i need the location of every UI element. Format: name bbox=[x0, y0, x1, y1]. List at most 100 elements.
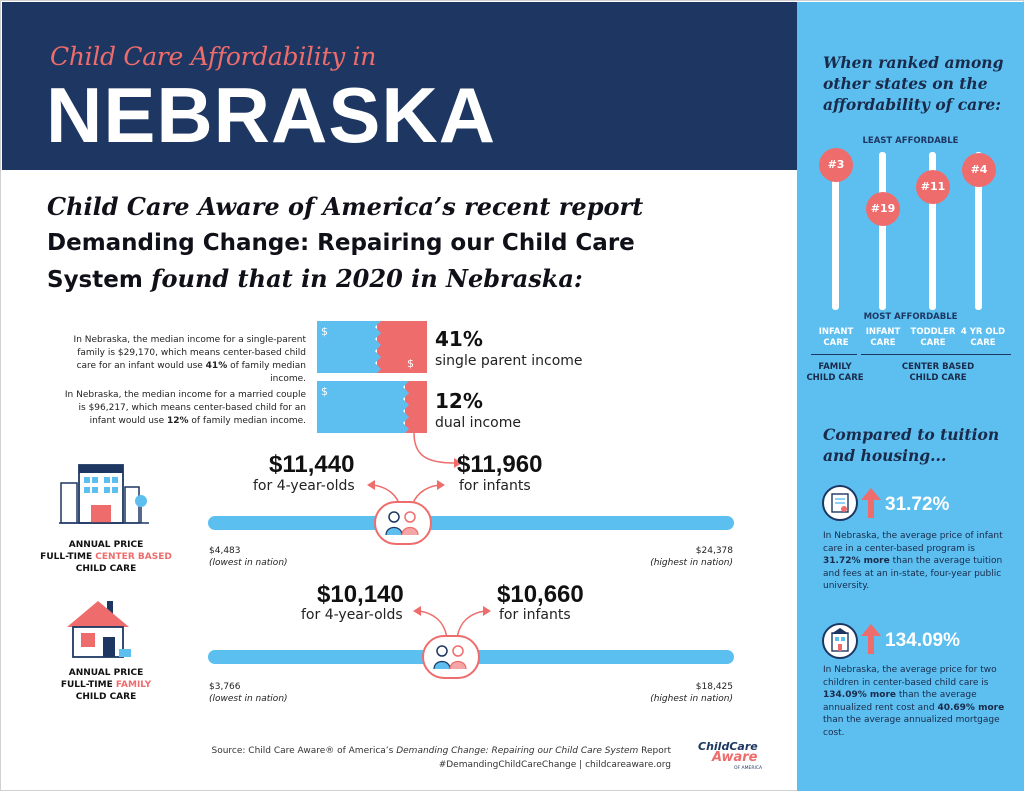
increase-arrow-icon-1 bbox=[861, 488, 881, 518]
single-dollar-sign-1: $ bbox=[321, 325, 328, 338]
source-line1b: Demanding Change: Repairing our Child Ca… bbox=[396, 746, 639, 756]
center-range-high: $24,378 (highest in nation) bbox=[641, 545, 733, 569]
group-label-center: CENTER BASED CHILD CARE bbox=[883, 362, 993, 384]
dual-income-label: dual income bbox=[435, 415, 521, 431]
header-subtitle: Child Care Affordability in bbox=[50, 42, 377, 71]
dual-desc-a: In Nebraska, the median income for a mar… bbox=[64, 390, 306, 426]
col4-line2: CARE bbox=[970, 338, 996, 348]
dual-income-bar: $ bbox=[317, 381, 427, 433]
col-label-1: INFANT CARE bbox=[811, 327, 861, 349]
center-high-note: (highest in nation) bbox=[650, 558, 733, 568]
center-label-4yr: for 4-year-olds bbox=[253, 478, 355, 494]
rank-dot-family-infant: #3 bbox=[819, 148, 853, 182]
intro-line-3b: found that in 2020 in Nebraska: bbox=[142, 264, 583, 293]
header-state-title: NEBRASKA bbox=[46, 71, 497, 159]
group-label-family: FAMILY CHILD CARE bbox=[803, 362, 867, 384]
source-line1a: Source: Child Care Aware® of America’s bbox=[211, 746, 397, 756]
source-hashtag-url: #DemandingChildCareChange | childcareawa… bbox=[438, 760, 671, 770]
intro-line-2: Demanding Change: Repairing our Child Ca… bbox=[47, 230, 635, 256]
family-price-4yr: $10,140 bbox=[317, 581, 404, 608]
col2-line2: CARE bbox=[870, 338, 896, 348]
most-affordable-label: MOST AFFORDABLE bbox=[863, 312, 958, 322]
family-high-note: (highest in nation) bbox=[650, 694, 733, 704]
family-family-icon bbox=[422, 635, 480, 679]
sidebar-rank-title: When ranked among other states on the af… bbox=[823, 53, 1004, 114]
sidebar-panel: When ranked among other states on the af… bbox=[797, 2, 1024, 791]
group-family-line2: CHILD CARE bbox=[806, 373, 864, 383]
logo-line1: ChildCare bbox=[698, 740, 758, 753]
group-family-line1: FAMILY bbox=[818, 362, 852, 372]
rank-dot-center-infant: #19 bbox=[866, 192, 900, 226]
dual-desc-pct: 12% bbox=[166, 416, 189, 426]
col1-line1: INFANT bbox=[818, 327, 854, 337]
stat2-text-b: 134.09% more bbox=[823, 690, 896, 700]
family-cat-line3: CHILD CARE bbox=[75, 692, 137, 702]
family-category-label: ANNUAL PRICE FULL-TIME FAMILY CHILD CARE bbox=[31, 667, 181, 703]
family-range-low: $3,766 (lowest in nation) bbox=[209, 681, 288, 705]
center-range-bar bbox=[208, 516, 734, 530]
dual-income-share-bar bbox=[405, 381, 427, 433]
col3-line1: TODDLER bbox=[910, 327, 956, 337]
rank-track-3 bbox=[929, 152, 936, 310]
diploma-icon bbox=[822, 485, 858, 521]
header-banner: Child Care Affordability in NEBRASKA bbox=[2, 2, 797, 170]
family-cat-line1: ANNUAL PRICE bbox=[68, 668, 144, 678]
center-group-divider bbox=[861, 354, 1011, 355]
family-group-divider bbox=[811, 354, 857, 355]
logo-line2: Aware bbox=[712, 750, 758, 765]
col-label-4: 4 YR OLD CARE bbox=[955, 327, 1011, 349]
source-citation: Source: Child Care Aware® of America’s D… bbox=[201, 744, 671, 772]
col1-line2: CARE bbox=[823, 338, 849, 348]
single-dollar-sign-2: $ bbox=[407, 357, 414, 370]
rank-track-2 bbox=[879, 152, 886, 310]
center-family-icon bbox=[374, 501, 432, 545]
stat2-text-d: 40.69% more bbox=[937, 702, 1005, 713]
single-income-share-bar bbox=[377, 321, 427, 373]
stat1-text-a: In Nebraska, the average price of infant… bbox=[823, 531, 1003, 554]
family-label-4yr: for 4-year-olds bbox=[301, 607, 403, 623]
center-price-4yr: $11,440 bbox=[269, 451, 355, 478]
stat2-text-e: than the average annualized mortgage cos… bbox=[823, 715, 1000, 738]
single-income-remaining-bar bbox=[317, 321, 381, 373]
apartment-icon bbox=[822, 623, 858, 659]
sidebar-compare-title: Compared to tuition and housing... bbox=[823, 425, 1000, 465]
family-range-high: $18,425 (highest in nation) bbox=[641, 681, 733, 705]
center-cat-line2b: CENTER BASED bbox=[95, 552, 172, 562]
stat1-text-c: than the average tuition and fees at an … bbox=[823, 556, 1003, 591]
rank-track-1 bbox=[832, 152, 839, 310]
rank-dot-center-toddler: #11 bbox=[916, 170, 950, 204]
center-low-note: (lowest in nation) bbox=[209, 558, 288, 568]
single-income-label: single parent income bbox=[435, 353, 583, 369]
single-desc-b: of family median income. bbox=[227, 361, 306, 384]
dual-income-description: In Nebraska, the median income for a mar… bbox=[61, 389, 306, 428]
col3-line2: CARE bbox=[920, 338, 946, 348]
rank-dot-center-4yr: #4 bbox=[962, 153, 996, 187]
dual-income-percent: 12% bbox=[435, 389, 483, 413]
logo-line3: OF AMERICA bbox=[734, 766, 763, 771]
connector-arrow-icon bbox=[413, 433, 462, 468]
family-cat-line2a: FULL-TIME bbox=[60, 680, 116, 690]
family-price-infant: $10,660 bbox=[497, 581, 584, 608]
center-price-infant: $11,960 bbox=[457, 451, 543, 478]
col2-line1: INFANT bbox=[865, 327, 901, 337]
intro-statement: Child Care Aware of America’s recent rep… bbox=[47, 189, 647, 298]
family-low-note: (lowest in nation) bbox=[209, 694, 288, 704]
center-cat-line2a: FULL-TIME bbox=[40, 552, 96, 562]
family-high-value: $18,425 bbox=[695, 682, 733, 692]
family-house-icon bbox=[67, 601, 131, 658]
group-center-line2: CHILD CARE bbox=[909, 373, 967, 383]
center-label-infant: for infants bbox=[459, 478, 531, 494]
dual-dollar-sign: $ bbox=[321, 385, 328, 398]
stat-housing-percent: 134.09% bbox=[885, 630, 961, 651]
stat2-text-c: than the average annualized rent cost an… bbox=[823, 690, 977, 713]
center-building-icon bbox=[59, 464, 149, 524]
intro-line-3: System found that in 2020 in Nebraska: bbox=[47, 261, 647, 298]
child-care-aware-logo: ChildCare Aware OF AMERICA bbox=[698, 741, 768, 774]
intro-line-3a: System bbox=[47, 267, 143, 293]
center-cat-line1: ANNUAL PRICE bbox=[68, 540, 144, 550]
single-desc-pct: 41% bbox=[205, 361, 228, 371]
col4-line1: 4 YR OLD bbox=[960, 327, 1006, 337]
source-line1c: Report bbox=[638, 746, 671, 756]
least-affordable-label: LEAST AFFORDABLE bbox=[862, 136, 959, 146]
